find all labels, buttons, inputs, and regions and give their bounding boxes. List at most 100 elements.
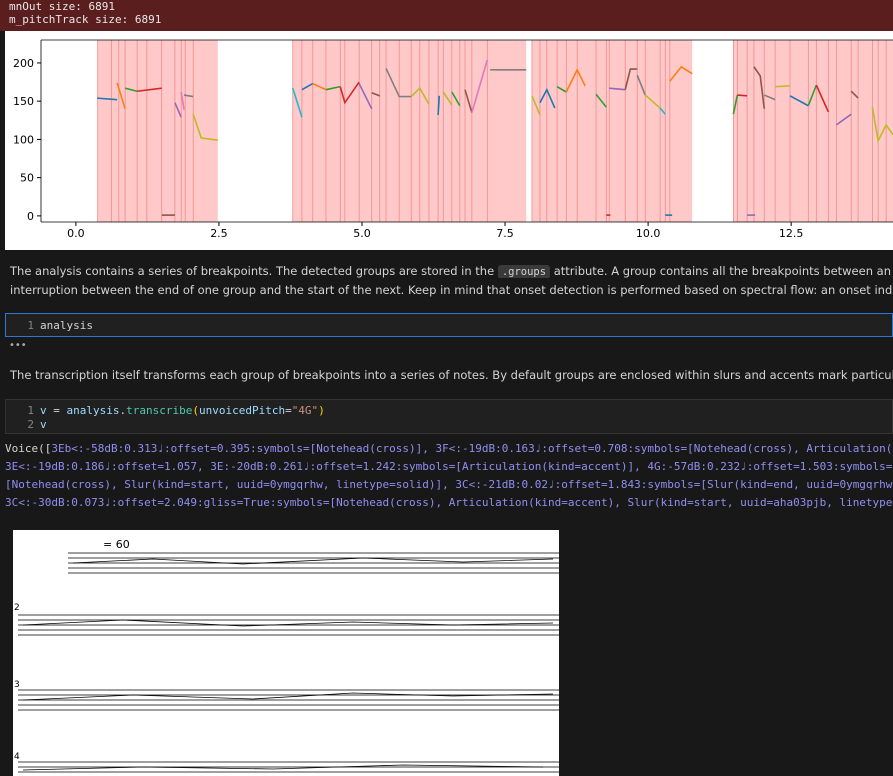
pitch-segment — [775, 85, 791, 88]
code: v — [40, 418, 47, 431]
pitch-segment — [539, 87, 556, 109]
staff — [18, 689, 559, 711]
staff — [18, 614, 559, 636]
output-line: 3C<:-30dB:0.073♩:offset=2.049:gliss=True… — [5, 496, 893, 509]
token: ( — [192, 404, 199, 417]
text: The analysis contains a series of breakp… — [10, 264, 498, 278]
pitch-segment — [192, 113, 218, 141]
line-number: 2 — [27, 418, 34, 431]
output-line: Voice([3Eb<:-58dB:0.313♩:offset=0.395:sy… — [5, 440, 893, 458]
pitch-segment — [871, 107, 893, 144]
pitch-segment — [659, 107, 666, 115]
pitch-segment — [442, 91, 453, 106]
onset-region — [97, 40, 218, 222]
token: unvoicedPitch — [198, 404, 286, 417]
y-tick-label: 50 — [20, 172, 34, 185]
token: . — [119, 404, 127, 417]
pitch-segment — [437, 95, 441, 115]
score-image: = 60 2 3 4 — [13, 530, 559, 776]
pitch-segment — [385, 67, 412, 98]
pitch-segment — [669, 65, 693, 82]
pitch-segment — [595, 93, 607, 108]
markdown-line: The analysis contains a series of breakp… — [10, 264, 893, 278]
code-cell[interactable]: 1 analysis — [5, 313, 893, 337]
pitch-segment — [636, 74, 646, 96]
pitch-segment — [451, 91, 461, 107]
output-line: m_pitchTrack size: 6891 — [9, 13, 162, 26]
staff — [18, 761, 559, 773]
staves — [18, 552, 559, 773]
pitch-segment — [737, 94, 748, 97]
pitch-segment — [763, 94, 776, 101]
pitch-segment — [325, 85, 341, 91]
output-line: mnOut size: 6891 — [9, 0, 115, 13]
token: analysis — [66, 404, 120, 417]
pitch-segment — [410, 86, 430, 105]
pitch-segment — [137, 87, 162, 93]
pitch-segment — [815, 84, 830, 113]
staff — [68, 552, 559, 574]
output-line: [Notehead(cross), Slur(kind=start, uuid=… — [5, 478, 893, 491]
tempo-mark: = 60 — [103, 538, 130, 551]
system-number: 3 — [14, 680, 20, 690]
cell-output: Voice([3Eb<:-58dB:0.313♩:offset=0.395:sy… — [5, 440, 893, 512]
pitch-segment — [183, 94, 194, 98]
y-tick-label: 200 — [13, 57, 34, 70]
pitch-segment — [565, 68, 586, 93]
token: ) — [318, 404, 325, 417]
pitch-segment — [358, 83, 373, 110]
token: "4G" — [291, 404, 319, 417]
pitch-segment — [732, 94, 739, 115]
code-cell[interactable]: 1 2 v = analysis.transcribe(unvoicedPitc… — [5, 399, 893, 434]
stderr-output: mnOut size: 6891 m_pitchTrack size: 6891 — [0, 0, 893, 31]
y-tick-label: 0 — [27, 210, 34, 223]
pitch-segment — [371, 92, 381, 97]
x-tick-label: 12.5 — [779, 227, 804, 240]
output-line: 3E<:-19dB:0.186♩:offset=1.057, 3E:-20dB:… — [5, 460, 893, 473]
pitch-segment — [180, 91, 185, 110]
x-tick-label: 2.5 — [210, 227, 228, 240]
token: transcribe — [126, 404, 193, 417]
pitch-segment — [124, 87, 138, 93]
line-number: 1 — [27, 319, 34, 332]
markdown-line: interruption between the end of one grou… — [10, 283, 893, 297]
pitch-segment — [850, 90, 859, 99]
text: 3Eb<:-58dB:0.313♩:offset=0.395:symbols=[… — [51, 442, 893, 455]
code: v = analysis.transcribe(unvoicedPitch="4… — [40, 404, 325, 417]
system-number: 4 — [14, 752, 20, 762]
code: analysis — [40, 319, 93, 332]
pitch-segment — [753, 66, 766, 109]
text: attribute. A group contains all the brea… — [553, 264, 893, 278]
pitch-segment — [464, 89, 473, 113]
y-tick-label: 100 — [13, 133, 34, 146]
pitch-segment — [807, 84, 818, 107]
onset-region — [292, 40, 527, 222]
markdown-line: The transcription itself transforms each… — [10, 368, 893, 382]
x-tick-label: 7.5 — [496, 227, 514, 240]
system-number: 2 — [14, 603, 20, 613]
token: = — [46, 404, 67, 417]
pitch-segment — [609, 87, 626, 91]
notes — [22, 557, 554, 771]
pitch-segment — [292, 87, 303, 118]
x-tick-label: 5.0 — [353, 227, 371, 240]
pitch-segment — [789, 95, 809, 107]
pitch-segment — [471, 59, 489, 113]
pitch-segment — [116, 82, 126, 110]
token: = — [285, 404, 292, 417]
pitch-segment — [644, 94, 661, 109]
text: Voice([ — [5, 442, 52, 455]
inline-code: .groups — [497, 265, 551, 278]
x-tick-label: 0.0 — [67, 227, 85, 240]
pitch-segment — [835, 113, 852, 126]
y-tick-label: 150 — [13, 95, 34, 108]
onset-region — [733, 40, 893, 222]
pitch-segment — [301, 82, 314, 91]
onset-region — [531, 40, 693, 222]
pitch-segment — [312, 82, 327, 91]
pitch-segment — [339, 81, 360, 105]
collapsed-output[interactable]: ••• — [9, 340, 27, 351]
token: v — [40, 404, 47, 417]
x-tick-label: 10.0 — [636, 227, 661, 240]
